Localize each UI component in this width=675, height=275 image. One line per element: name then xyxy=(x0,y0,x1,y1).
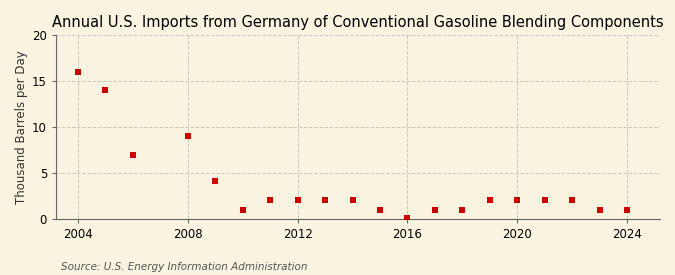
Point xyxy=(182,134,193,138)
Point xyxy=(265,198,275,203)
Y-axis label: Thousand Barrels per Day: Thousand Barrels per Day xyxy=(15,50,28,204)
Point xyxy=(375,207,385,212)
Point xyxy=(347,198,358,203)
Point xyxy=(457,207,468,212)
Title: Annual U.S. Imports from Germany of Conventional Gasoline Blending Components: Annual U.S. Imports from Germany of Conv… xyxy=(52,15,664,30)
Point xyxy=(128,152,138,157)
Point xyxy=(238,207,248,212)
Point xyxy=(402,216,413,221)
Point xyxy=(622,207,632,212)
Point xyxy=(292,198,303,203)
Point xyxy=(100,88,111,93)
Point xyxy=(512,198,522,203)
Point xyxy=(567,198,578,203)
Point xyxy=(320,198,331,203)
Point xyxy=(73,70,84,74)
Point xyxy=(485,198,495,203)
Point xyxy=(429,207,440,212)
Point xyxy=(594,207,605,212)
Text: Source: U.S. Energy Information Administration: Source: U.S. Energy Information Administ… xyxy=(61,262,307,272)
Point xyxy=(210,179,221,183)
Point xyxy=(539,198,550,203)
